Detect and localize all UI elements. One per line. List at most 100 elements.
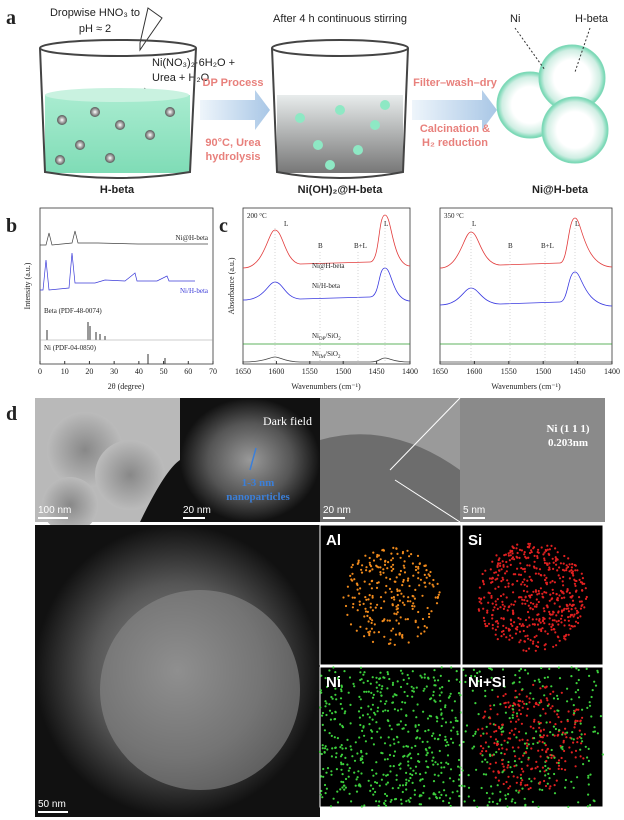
map-dot	[524, 635, 527, 638]
map-dot	[398, 763, 401, 767]
map-dot	[564, 768, 567, 771]
map-dot	[342, 763, 345, 766]
map-dot	[371, 596, 374, 599]
map-dot	[518, 630, 522, 633]
map-dot	[400, 798, 403, 801]
map-dot	[519, 773, 523, 776]
map-dot	[549, 753, 552, 757]
map-dot	[368, 570, 371, 573]
map-dot	[407, 730, 410, 733]
map-dot	[587, 774, 590, 777]
map-dot	[409, 767, 412, 770]
map-dot	[372, 559, 376, 562]
x-tick-label: 1450	[570, 367, 586, 376]
map-dot	[358, 600, 361, 603]
map-dot	[386, 773, 389, 777]
map-dot	[539, 729, 543, 732]
map-dot	[526, 707, 529, 711]
map-dot	[485, 773, 488, 776]
map-dot	[400, 592, 403, 595]
map-dot	[570, 698, 573, 701]
map-dot	[392, 754, 395, 758]
map-dot	[509, 766, 512, 769]
label-part: 2	[338, 355, 341, 360]
map-dot	[457, 765, 460, 768]
map-dot	[444, 721, 448, 724]
map-dot	[582, 763, 585, 766]
map-dot	[493, 606, 496, 609]
map-dot	[537, 589, 540, 593]
map-dot	[398, 589, 401, 592]
map-dot	[471, 747, 474, 750]
map-dot	[541, 627, 544, 630]
map-dot	[599, 715, 603, 718]
map-dot	[590, 695, 593, 699]
series-label: Ni/H-beta	[180, 287, 209, 295]
map-dot	[567, 619, 570, 622]
map-dot	[488, 592, 491, 595]
map-dot	[374, 781, 377, 784]
map-dot	[546, 747, 550, 751]
map-dot	[371, 696, 375, 699]
product-spheres	[496, 44, 609, 164]
map-dot	[386, 709, 390, 712]
map-dot	[347, 594, 350, 597]
map-dot	[361, 564, 364, 567]
annotation: Ni (1 1 1)	[546, 423, 589, 435]
map-dot	[543, 591, 546, 594]
map-dot	[328, 669, 331, 672]
map-dot	[391, 787, 394, 790]
map-dot	[329, 805, 333, 808]
map-dot	[572, 738, 575, 741]
map-dot	[323, 783, 327, 787]
map-dot	[394, 580, 397, 583]
map-dot	[518, 676, 521, 679]
map-dot	[552, 725, 556, 728]
map-dot	[447, 801, 451, 805]
map-dot	[527, 743, 530, 746]
map-dot	[411, 562, 414, 565]
map-dot	[525, 557, 528, 560]
map-dot	[454, 719, 457, 722]
map-dot	[361, 729, 364, 733]
map-dot	[515, 764, 518, 767]
scale-label: 5 nm	[463, 505, 485, 516]
map-dot	[557, 764, 561, 767]
map-dot	[472, 668, 475, 672]
map-dot	[372, 551, 375, 554]
map-dot	[537, 703, 540, 707]
map-dot	[564, 733, 567, 736]
map-dot	[550, 625, 553, 629]
map-dot	[549, 721, 552, 724]
map-dot	[417, 610, 420, 614]
map-dot	[512, 702, 515, 705]
map-dot	[406, 600, 409, 603]
map-dot	[537, 548, 540, 551]
map-dot	[454, 716, 457, 719]
map-dot	[519, 618, 522, 621]
map-dot	[351, 572, 354, 575]
map-dot	[455, 678, 458, 681]
map-dot	[558, 566, 561, 569]
map-dot	[549, 707, 552, 710]
map-dot	[506, 741, 509, 744]
map-dot	[367, 690, 370, 693]
map-dot	[551, 619, 555, 622]
map-dot	[592, 799, 595, 802]
map-dot	[367, 779, 370, 782]
map-dot	[491, 792, 494, 795]
map-dot	[502, 765, 505, 768]
map-dot	[526, 672, 530, 675]
scale-label: 100 nm	[38, 505, 71, 516]
map-dot	[369, 602, 372, 605]
ir-curves	[242, 214, 613, 363]
map-dot	[456, 790, 459, 793]
map-dot	[349, 574, 352, 578]
map-dot	[359, 759, 362, 762]
map-dot	[567, 633, 570, 636]
map-dot	[426, 765, 429, 769]
map-dot	[364, 740, 367, 743]
map-dot	[490, 594, 493, 598]
map-dot	[385, 584, 388, 588]
map-dot	[573, 613, 576, 616]
